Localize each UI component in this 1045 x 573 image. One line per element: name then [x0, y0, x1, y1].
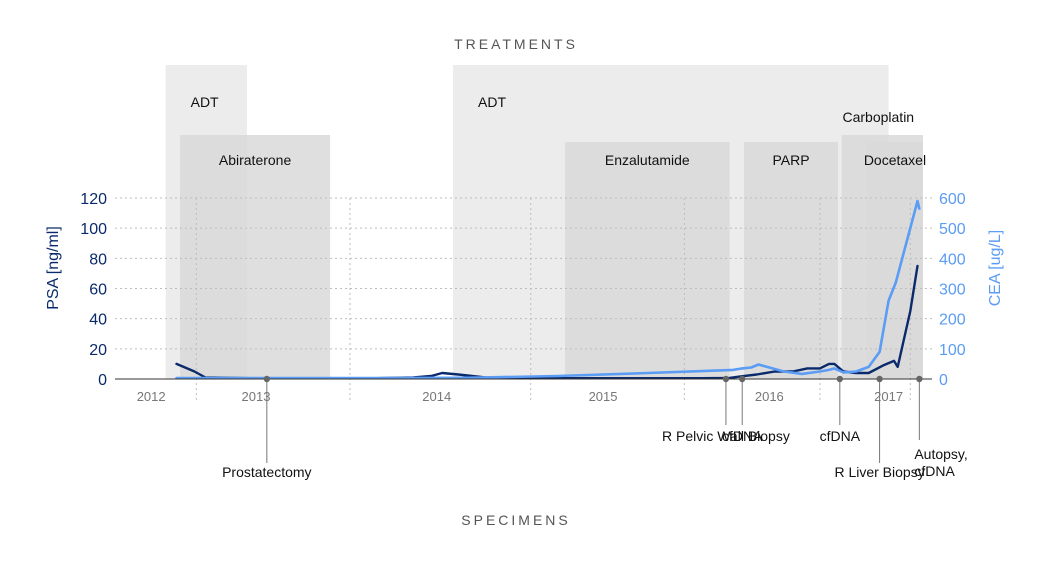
y-tick-left: 100	[80, 221, 107, 238]
treatment-label: Abiraterone	[219, 152, 292, 168]
specimen-label: R Liver Biopsy	[834, 464, 924, 480]
y-axis-right-label: CEA [ug/L]	[987, 230, 1004, 307]
specimen-dot	[722, 375, 730, 383]
specimen-label: Autopsy, cfDNA	[914, 446, 967, 479]
y-tick-right: 600	[939, 191, 966, 208]
x-tick-year: 2014	[422, 389, 451, 404]
y-tick-right: 300	[939, 282, 966, 299]
treatment-label: PARP	[772, 152, 809, 168]
x-tick-year: 2017	[874, 389, 903, 404]
y-tick-right: 0	[939, 372, 948, 389]
treatment-label: ADT	[191, 94, 219, 110]
grid	[115, 197, 932, 400]
y-tick-right: 100	[939, 342, 966, 359]
treatment-label: Enzalutamide	[605, 152, 690, 168]
axes: 0 20 40 60 80 100 120 0 100 200 300 400 500 600 2012 20…	[80, 191, 966, 404]
treatment-label: Carboplatin	[842, 109, 914, 125]
specimen-label: Prostatectomy	[222, 464, 311, 480]
treatments-title: TREATMENTS	[454, 36, 578, 52]
x-tick-year: 2015	[589, 389, 618, 404]
y-tick-left: 0	[98, 372, 107, 389]
specimen-label: R Pelvic Wall Biopsy	[662, 428, 790, 444]
specimen-dot	[876, 375, 883, 383]
y-tick-right: 500	[939, 221, 966, 238]
specimen-label: cfDNA	[820, 428, 861, 444]
specimens-title: SPECIMENS	[461, 512, 570, 528]
y-tick-left: 60	[89, 282, 107, 299]
specimen-dot	[836, 375, 844, 383]
x-tick-year: 2013	[242, 389, 271, 404]
x-tick-year: 2012	[137, 389, 166, 404]
treatment-band	[180, 135, 331, 379]
y-tick-left: 40	[89, 312, 107, 329]
y-tick-left: 80	[89, 251, 107, 268]
specimen-dot	[739, 375, 746, 383]
treatment-bands: ADT Abiraterone ADT Enzalutamide PARP Carbopl…	[165, 65, 926, 379]
treatment-band	[565, 142, 730, 379]
specimen-dot	[263, 375, 271, 383]
y-tick-right: 200	[939, 312, 966, 329]
treatment-label: Docetaxel	[864, 152, 926, 168]
y-tick-right: 400	[939, 251, 966, 268]
treatment-label: ADT	[478, 94, 506, 110]
y-axis-left-label: PSA [ng/ml]	[45, 226, 62, 310]
treatment-band	[866, 142, 923, 379]
specimen-label: cfDNA	[722, 428, 763, 444]
series-lines	[175, 199, 921, 380]
y-tick-left: 120	[80, 191, 107, 208]
treatment-band	[744, 142, 839, 379]
y-tick-left: 20	[89, 342, 107, 359]
specimen-dot	[916, 375, 923, 383]
x-tick-year: 2016	[755, 389, 784, 404]
series-line-cea	[175, 199, 921, 380]
